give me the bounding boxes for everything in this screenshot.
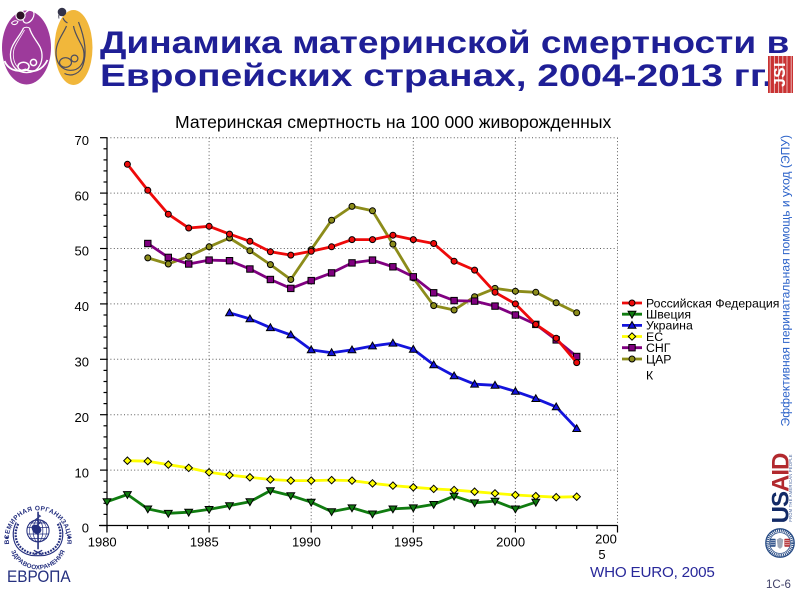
- svg-text:СНГ: СНГ: [646, 341, 671, 355]
- svg-text:К: К: [646, 368, 654, 382]
- svg-text:Российская Федерация: Российская Федерация: [646, 296, 779, 310]
- svg-text:2000: 2000: [496, 535, 525, 550]
- svg-text:60: 60: [75, 188, 89, 203]
- svg-text:40: 40: [75, 299, 89, 314]
- svg-text:Украина: Украина: [646, 319, 693, 333]
- svg-text:ЦАР: ЦАР: [646, 352, 672, 366]
- svg-text:200: 200: [595, 532, 617, 547]
- svg-text:70: 70: [75, 133, 89, 148]
- svg-text:1980: 1980: [88, 535, 117, 550]
- svg-text:Швеция: Швеция: [646, 308, 691, 322]
- svg-text:5: 5: [598, 547, 605, 562]
- svg-text:0: 0: [82, 521, 89, 536]
- svg-text:10: 10: [75, 465, 89, 480]
- svg-text:ЕС: ЕС: [646, 330, 663, 344]
- svg-text:1990: 1990: [292, 535, 321, 550]
- svg-text:1995: 1995: [394, 535, 423, 550]
- svg-text:1985: 1985: [190, 535, 219, 550]
- svg-text:30: 30: [75, 355, 89, 370]
- svg-text:20: 20: [75, 410, 89, 425]
- svg-text:JSI: JSI: [772, 62, 789, 87]
- svg-text:50: 50: [75, 244, 89, 259]
